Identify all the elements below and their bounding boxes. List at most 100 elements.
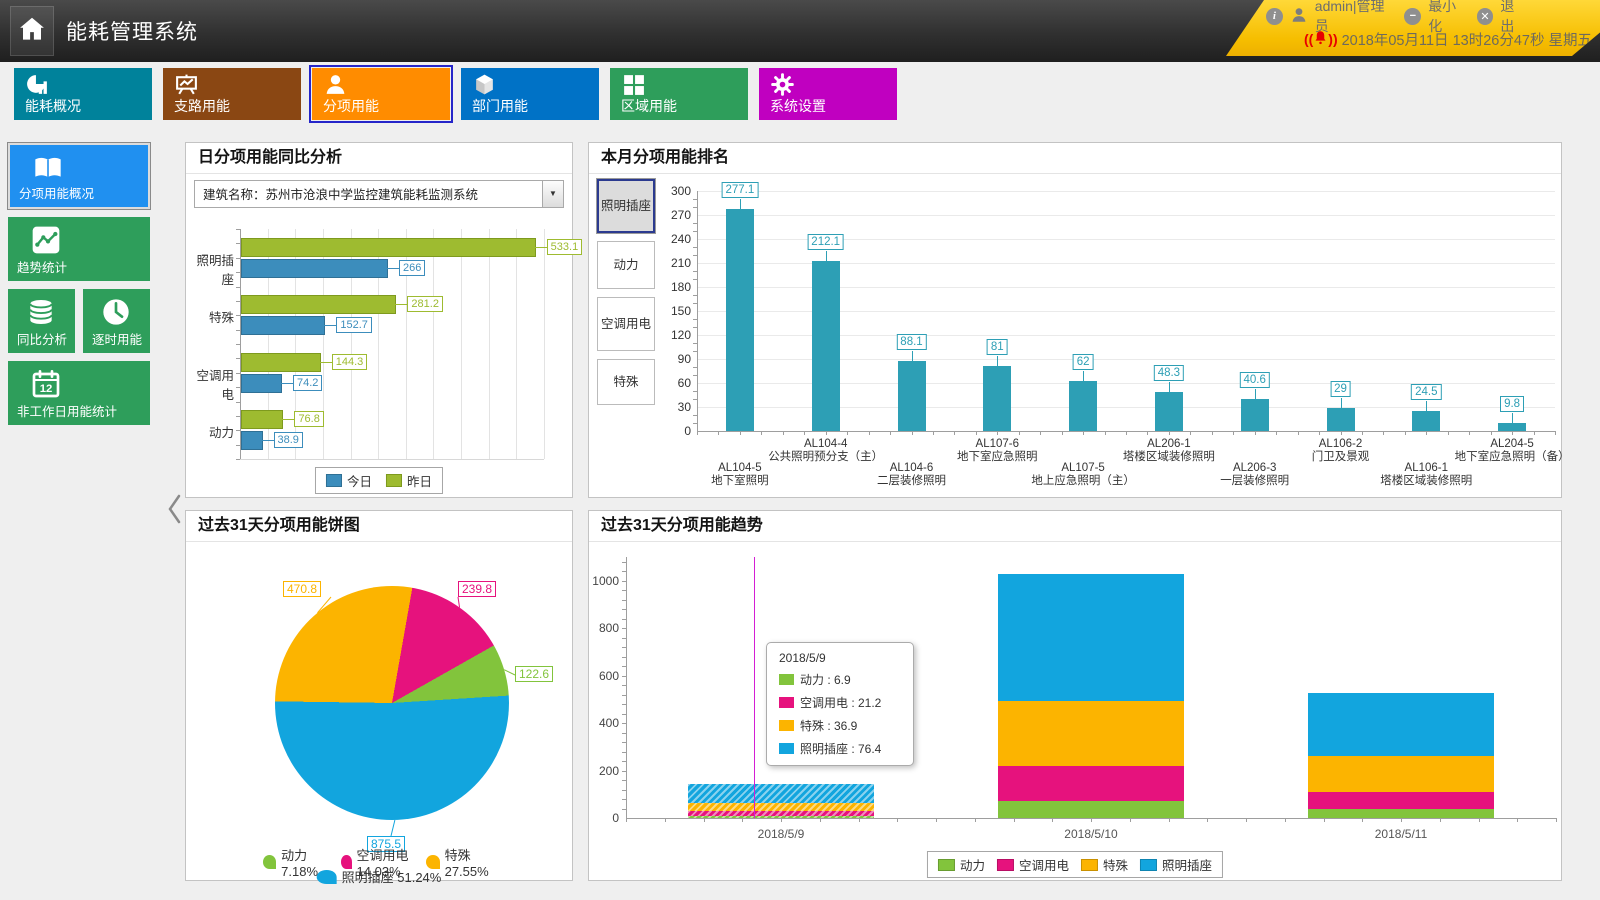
nav-tile-5[interactable]: 区域用能 xyxy=(610,68,748,120)
stack-segment-动力[interactable] xyxy=(688,816,874,818)
axis-tick xyxy=(236,387,240,389)
axis-tick xyxy=(236,459,240,460)
nav-tile-1[interactable]: 能耗概况 xyxy=(14,68,152,120)
close-icon[interactable]: ✕ xyxy=(1477,8,1494,25)
rank-tab-2[interactable]: 动力 xyxy=(597,241,655,289)
sidebar-item-label: 同比分析 xyxy=(17,333,68,347)
stack-segment-特殊[interactable] xyxy=(1308,756,1494,792)
rank-bar[interactable] xyxy=(1498,423,1527,431)
rank-tab-3[interactable]: 空调用电 xyxy=(597,297,655,351)
axis-tick xyxy=(622,656,626,658)
axis-tick xyxy=(693,279,697,280)
legend-item-特殊[interactable]: 特殊 27.55% xyxy=(425,845,495,879)
legend-item-动力[interactable]: 动力 xyxy=(937,855,985,874)
legend-item-空调用电[interactable]: 空调用电 xyxy=(996,855,1069,874)
value-label: 281.2 xyxy=(407,296,443,313)
legend-item-特殊[interactable]: 特殊 xyxy=(1081,855,1128,874)
legend-swatch xyxy=(937,858,955,871)
bar-今日[interactable] xyxy=(241,258,389,278)
legend-label: 空调用电 xyxy=(1018,859,1069,873)
bar-今日[interactable] xyxy=(241,431,263,451)
sidebar-item-1[interactable]: 分项用能概况 xyxy=(8,143,150,209)
sidebar-item-2[interactable]: 趋势统计 xyxy=(8,217,150,281)
stack-segment-特殊[interactable] xyxy=(998,700,1184,767)
pie[interactable] xyxy=(275,586,509,820)
tooltip-swatch xyxy=(779,674,794,685)
axis-tick xyxy=(236,415,240,417)
trend-chart-icon xyxy=(30,224,62,261)
rank-bar[interactable] xyxy=(897,360,926,431)
rank-tab-4[interactable]: 特殊 xyxy=(597,359,655,405)
x-category-label: AL107-5 地上应急照明（主） xyxy=(1031,462,1135,487)
sidebar-item-3[interactable]: 同比分析 xyxy=(8,289,75,353)
axis-tick xyxy=(693,399,697,400)
bar-今日[interactable] xyxy=(241,316,326,336)
nav-tile-3[interactable]: 分项用能 xyxy=(309,65,453,123)
nav-tile-2[interactable]: 支路用能 xyxy=(163,68,301,120)
stack-segment-空调用电[interactable] xyxy=(688,811,874,817)
bar-昨日[interactable] xyxy=(241,352,321,372)
building-selector[interactable]: 建筑名称：苏州市沧浪中学监控建筑能耗监测系统 ▼ xyxy=(194,180,564,208)
legend-item-空调用电[interactable]: 空调用电 14.03% xyxy=(340,845,410,879)
stack-segment-照明插座[interactable] xyxy=(688,784,874,803)
stack-segment-空调用电[interactable] xyxy=(998,766,1184,801)
legend-item-照明插座[interactable]: 照明插座 xyxy=(1140,855,1212,874)
rank-bar[interactable] xyxy=(1154,392,1183,431)
stack-segment-照明插座[interactable] xyxy=(998,573,1184,701)
rank-bar[interactable] xyxy=(811,261,840,431)
home-button[interactable] xyxy=(10,6,54,56)
label-connector xyxy=(1512,413,1514,424)
user-name[interactable]: admin|管理员 xyxy=(1314,0,1385,34)
exit-button[interactable]: 退出 xyxy=(1500,0,1515,34)
rank-bar[interactable] xyxy=(725,209,754,431)
value-label: 277.1 xyxy=(721,182,759,199)
rank-bar[interactable] xyxy=(1240,398,1269,431)
legend-item-今日[interactable]: 今日 xyxy=(325,471,372,490)
nav-tile-4[interactable]: 部门用能 xyxy=(461,68,599,120)
rank-bar[interactable] xyxy=(1326,407,1355,431)
stack-segment-动力[interactable] xyxy=(998,800,1184,818)
nav-tile-6[interactable]: 系统设置 xyxy=(759,68,897,120)
stack-segment-空调用电[interactable] xyxy=(1308,791,1494,810)
x-category-label: AL206-3 一层装修照明 xyxy=(1220,462,1290,487)
gridline xyxy=(433,229,435,459)
y-tick-label: 0 xyxy=(612,811,619,825)
axis-tick xyxy=(781,818,782,822)
axis-tick xyxy=(622,742,626,744)
axis-tick xyxy=(1190,431,1192,435)
bar-今日[interactable] xyxy=(241,373,282,393)
stack-segment-动力[interactable] xyxy=(1308,809,1494,818)
label-connector xyxy=(395,304,408,306)
minimize-button[interactable]: 最小化 xyxy=(1428,0,1457,34)
axis-tick xyxy=(954,431,956,435)
tooltip-row: 照明插座 : 76.4 xyxy=(779,740,901,757)
collapse-sidebar-button[interactable] xyxy=(164,492,184,531)
chart-tooltip: 2018/5/9 动力 : 6.9 空调用电 : 21.2 特殊 : 36.9 照明插座… xyxy=(766,642,914,766)
sidebar-item-4[interactable]: 逐时用能 xyxy=(83,289,150,353)
rank-tab-1[interactable]: 照明插座 xyxy=(597,179,655,233)
rank-bar[interactable] xyxy=(1069,381,1098,431)
tooltip-swatch xyxy=(779,720,794,731)
minimize-icon[interactable]: − xyxy=(1404,8,1421,25)
legend-item-照明插座[interactable]: 照明插座 51.24% xyxy=(316,867,441,886)
legend-item-昨日[interactable]: 昨日 xyxy=(386,471,432,490)
stack-segment-特殊[interactable] xyxy=(688,802,874,812)
axis-tick xyxy=(693,423,697,424)
info-icon[interactable]: i xyxy=(1266,8,1283,25)
value-label: 29 xyxy=(1330,380,1351,397)
bar-昨日[interactable] xyxy=(241,410,284,430)
stack-segment-照明插座[interactable] xyxy=(1308,693,1494,757)
bar-昨日[interactable] xyxy=(241,237,536,257)
axis-tick xyxy=(622,761,626,763)
rank-bar[interactable] xyxy=(1412,411,1441,431)
gridline xyxy=(697,311,1555,312)
chevron-down-icon[interactable]: ▼ xyxy=(542,181,563,207)
bar-昨日[interactable] xyxy=(241,295,397,315)
legend-label: 今日 xyxy=(346,475,372,489)
legend-label: 动力 xyxy=(959,859,985,873)
sidebar-item-5[interactable]: 12 非工作日用能统计 xyxy=(8,361,150,425)
axis-tick xyxy=(622,628,626,630)
rank-bar[interactable] xyxy=(983,366,1012,431)
top-bar: 能耗管理系统 i admin|管理员 − 最小化 ✕ 退出 (()) 2018年… xyxy=(0,0,1600,62)
legend-item-动力[interactable]: 动力 7.18% xyxy=(262,845,325,879)
